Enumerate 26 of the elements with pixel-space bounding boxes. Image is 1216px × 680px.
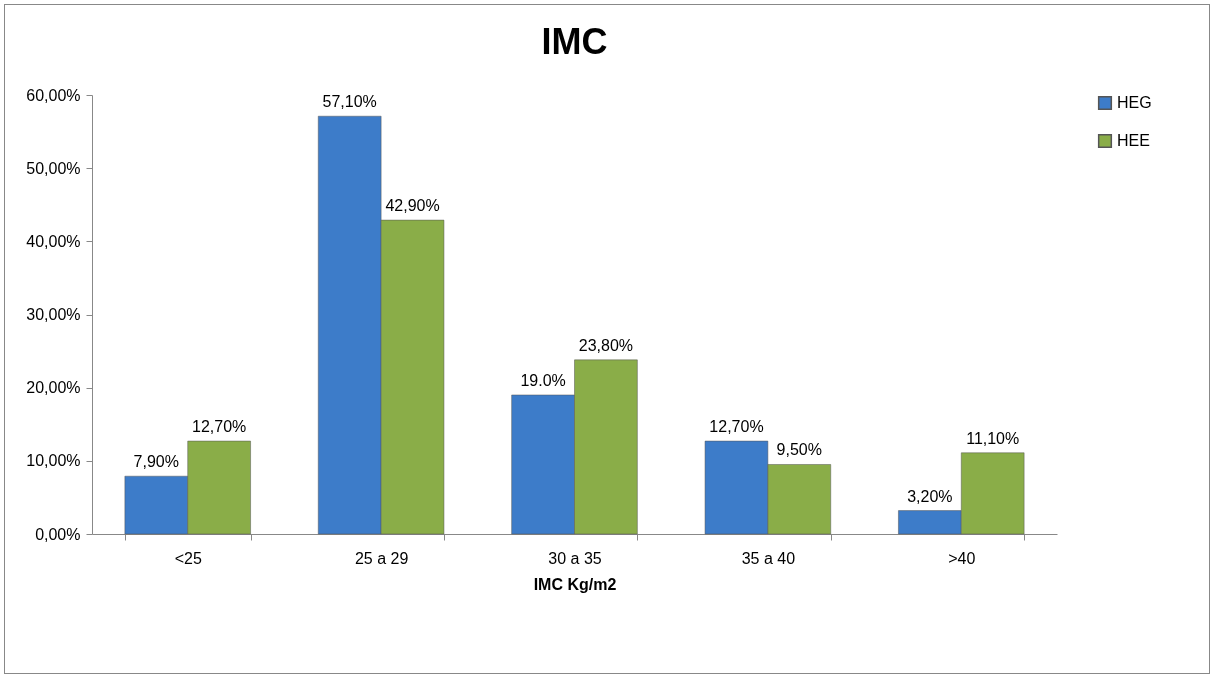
y-tick-label: 40,00%: [26, 232, 81, 250]
chart-title: IMC: [541, 21, 608, 62]
x-axis-title: IMC Kg/m2: [533, 575, 617, 593]
y-tick-label: 60,00%: [26, 86, 81, 104]
x-tick-label: <25: [174, 549, 202, 567]
y-tick-label: 0,00%: [35, 525, 81, 543]
data-label: 12,70%: [192, 418, 247, 436]
y-tick-label: 30,00%: [26, 306, 81, 323]
y-tick-label: 50,00%: [26, 159, 81, 177]
data-label: 19.0%: [520, 371, 566, 389]
data-label: 23,80%: [578, 336, 634, 354]
x-tick-label: 35 a 40: [741, 549, 796, 567]
data-label: 57,10%: [322, 93, 377, 111]
data-label: 9,50%: [776, 441, 822, 459]
data-label: 7,90%: [133, 453, 179, 471]
legend-label: HEE: [1117, 132, 1150, 149]
data-label: 11,10%: [966, 429, 1020, 447]
data-label: 12,70%: [709, 418, 764, 436]
data-label: 42,90%: [385, 197, 440, 215]
x-tick-label: >40: [948, 549, 976, 567]
y-tick-label: 10,00%: [26, 452, 81, 470]
y-tick-label: 20,00%: [26, 379, 81, 397]
data-label: 3,20%: [907, 487, 953, 505]
legend-label: HEG: [1117, 94, 1152, 111]
x-tick-label: 25 a 29: [354, 549, 409, 567]
x-tick-label: 30 a 35: [548, 549, 602, 567]
